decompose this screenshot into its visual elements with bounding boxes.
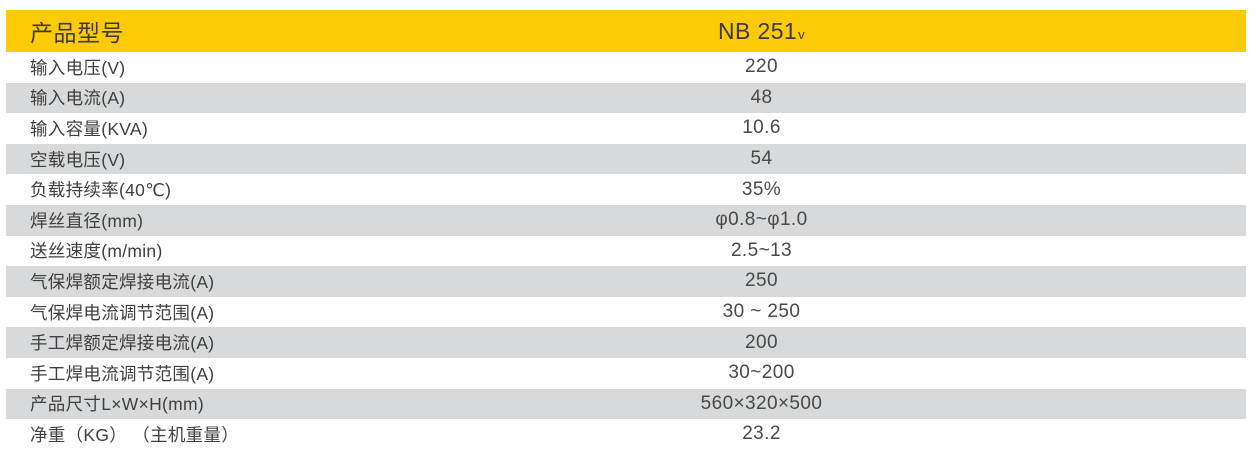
header-product-model-label: 产品型号 — [30, 20, 124, 46]
spec-value: 560×320×500 — [700, 392, 823, 414]
spec-table-header: 产品型号 NB 251 v — [6, 10, 1246, 52]
spec-row-net-weight: 净重（KG） （主机重量） 23.2 — [6, 419, 1246, 450]
model-name: NB 251 — [717, 17, 798, 44]
spec-value: φ0.8~φ1.0 — [715, 209, 808, 231]
spec-value: 250 — [745, 270, 778, 292]
spec-value: 35% — [741, 178, 782, 200]
spec-label: 气保焊额定焊接电流(A) — [30, 271, 215, 292]
spec-row-duty-cycle: 负载持续率(40℃) 35% — [6, 174, 1246, 205]
spec-row-wire-feed-speed: 送丝速度(m/min) 2.5~13 — [6, 235, 1246, 267]
spec-row-mig-current-range: 气保焊电流调节范围(A) 30 ~ 250 — [6, 296, 1246, 328]
spec-label: 手工焊电流调节范围(A) — [30, 363, 215, 384]
model-suffix: v — [798, 26, 806, 42]
header-model-value: NB 251 v — [277, 18, 1246, 45]
spec-row-mma-rated-current: 手工焊额定焊接电流(A) 200 — [6, 327, 1246, 358]
spec-row-input-capacity: 输入容量(KVA) 10.6 — [6, 113, 1246, 144]
spec-value: 48 — [750, 86, 773, 108]
spec-row-dimensions: 产品尺寸L×W×H(mm) 560×320×500 — [6, 388, 1246, 420]
spec-row-input-voltage: 输入电压(V) 220 — [6, 52, 1246, 83]
spec-value: 200 — [745, 331, 778, 353]
spec-row-no-load-voltage: 空载电压(V) 54 — [6, 143, 1246, 175]
spec-label: 空载电压(V) — [30, 149, 126, 170]
spec-row-input-current: 输入电流(A) 48 — [6, 82, 1246, 114]
spec-value: 220 — [745, 56, 778, 78]
spec-label: 输入容量(KVA) — [30, 118, 149, 139]
spec-label: 送丝速度(m/min) — [30, 241, 163, 262]
spec-row-mig-rated-current: 气保焊额定焊接电流(A) 250 — [6, 266, 1246, 297]
spec-row-mma-current-range: 手工焊电流调节范围(A) 30~200 — [6, 357, 1246, 389]
spec-label: 输入电压(V) — [30, 57, 126, 78]
spec-label: 输入电流(A) — [30, 88, 126, 109]
spec-label: 产品尺寸L×W×H(mm) — [30, 394, 205, 415]
spec-row-wire-diameter: 焊丝直径(mm) φ0.8~φ1.0 — [6, 204, 1246, 236]
spec-label: 负载持续率(40℃) — [30, 180, 172, 201]
spec-label: 焊丝直径(mm) — [30, 210, 144, 231]
spec-value: 23.2 — [742, 423, 781, 445]
spec-label: 气保焊电流调节范围(A) — [30, 302, 215, 323]
product-spec-table: 产品型号 NB 251 v 输入电压(V) 220 输入电流(A) 48 输入容量… — [6, 10, 1246, 450]
spec-value: 30 ~ 250 — [722, 301, 801, 323]
spec-value: 54 — [750, 148, 773, 170]
spec-value: 30~200 — [728, 362, 795, 384]
spec-value: 2.5~13 — [730, 239, 793, 261]
spec-label: 净重（KG） （主机重量） — [30, 424, 240, 445]
spec-label: 手工焊额定焊接电流(A) — [30, 333, 215, 354]
spec-value: 10.6 — [742, 117, 781, 139]
